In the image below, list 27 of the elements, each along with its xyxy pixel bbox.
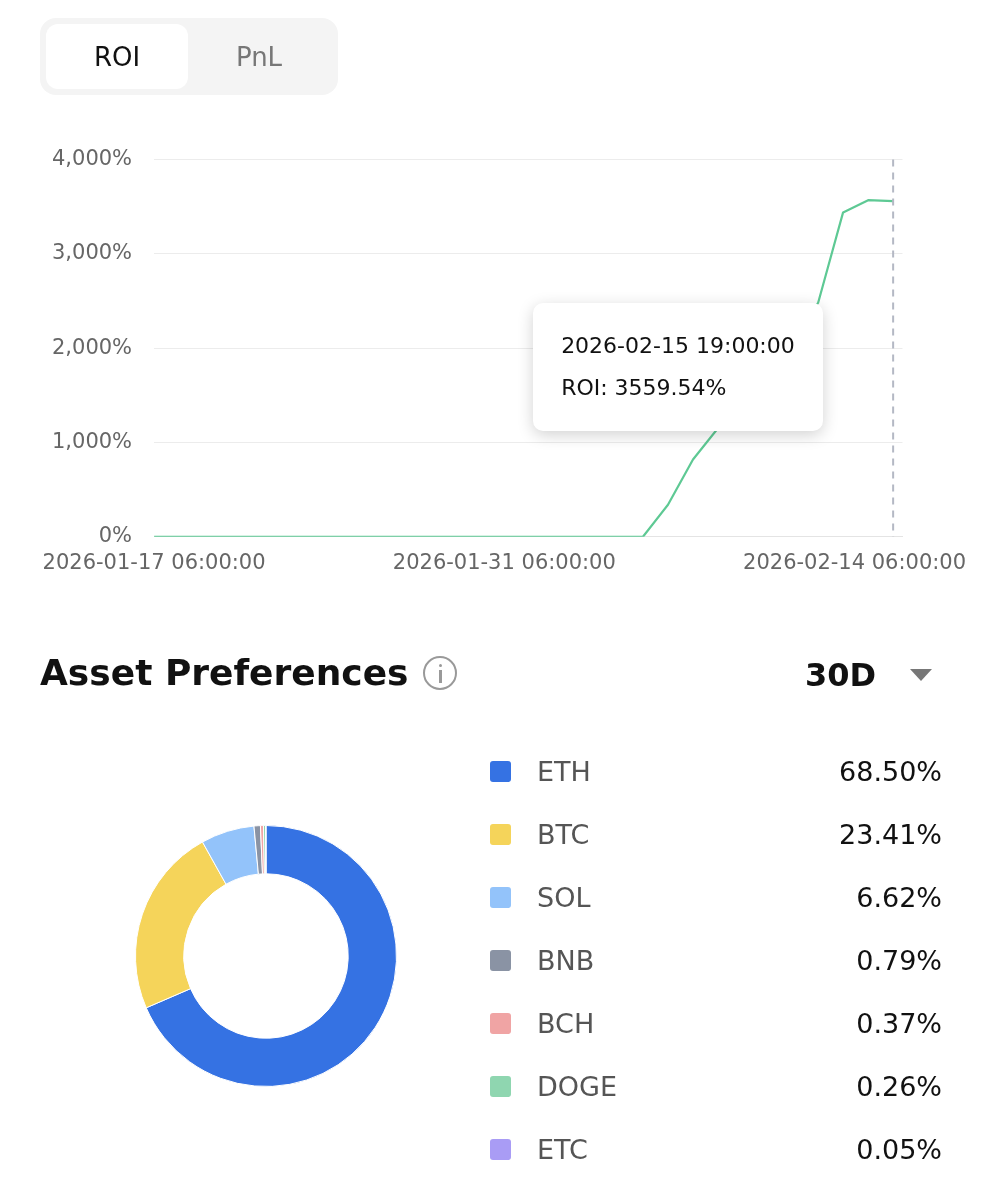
- data-label: 68.50%: [839, 756, 942, 787]
- y-tick-label: 3,000%: [51, 240, 133, 265]
- text: 30D: [804, 656, 876, 694]
- text: PnL: [234, 40, 284, 74]
- legend-label: BCH: [537, 1008, 595, 1039]
- legend-label: DOGE: [537, 1071, 618, 1102]
- legend-label: SOL: [537, 882, 591, 913]
- y-tick-label: 0%: [98, 523, 133, 548]
- y-tick-label: 2,000%: [51, 334, 133, 359]
- data-label: 0.05%: [856, 1134, 942, 1165]
- data-label: 0.26%: [856, 1071, 942, 1102]
- legend-label: ETC: [537, 1134, 588, 1165]
- chart-title: Asset Preferences: [40, 652, 409, 693]
- data-label: 0.37%: [856, 1008, 942, 1039]
- text: ROI: [46, 24, 188, 89]
- y-tick-label: 1,000%: [51, 428, 133, 453]
- legend-label: BTC: [537, 819, 590, 850]
- legend-label: ETH: [537, 756, 591, 787]
- y-tick-label: 4,000%: [51, 146, 133, 171]
- x-tick-label: 2026-01-31 06:00:00: [392, 549, 616, 574]
- data-label: 6.62%: [856, 882, 942, 913]
- data-label: 0.79%: [856, 945, 942, 976]
- tooltip: 2026-02-15 19:00:00 ROI: 3559.54%: [533, 302, 823, 431]
- x-tick-label: 2026-02-14 06:00:00: [743, 549, 967, 574]
- data-label: 23.41%: [839, 819, 942, 850]
- legend-label: BNB: [537, 945, 595, 976]
- x-tick-label: 2026-01-17 06:00:00: [42, 549, 266, 574]
